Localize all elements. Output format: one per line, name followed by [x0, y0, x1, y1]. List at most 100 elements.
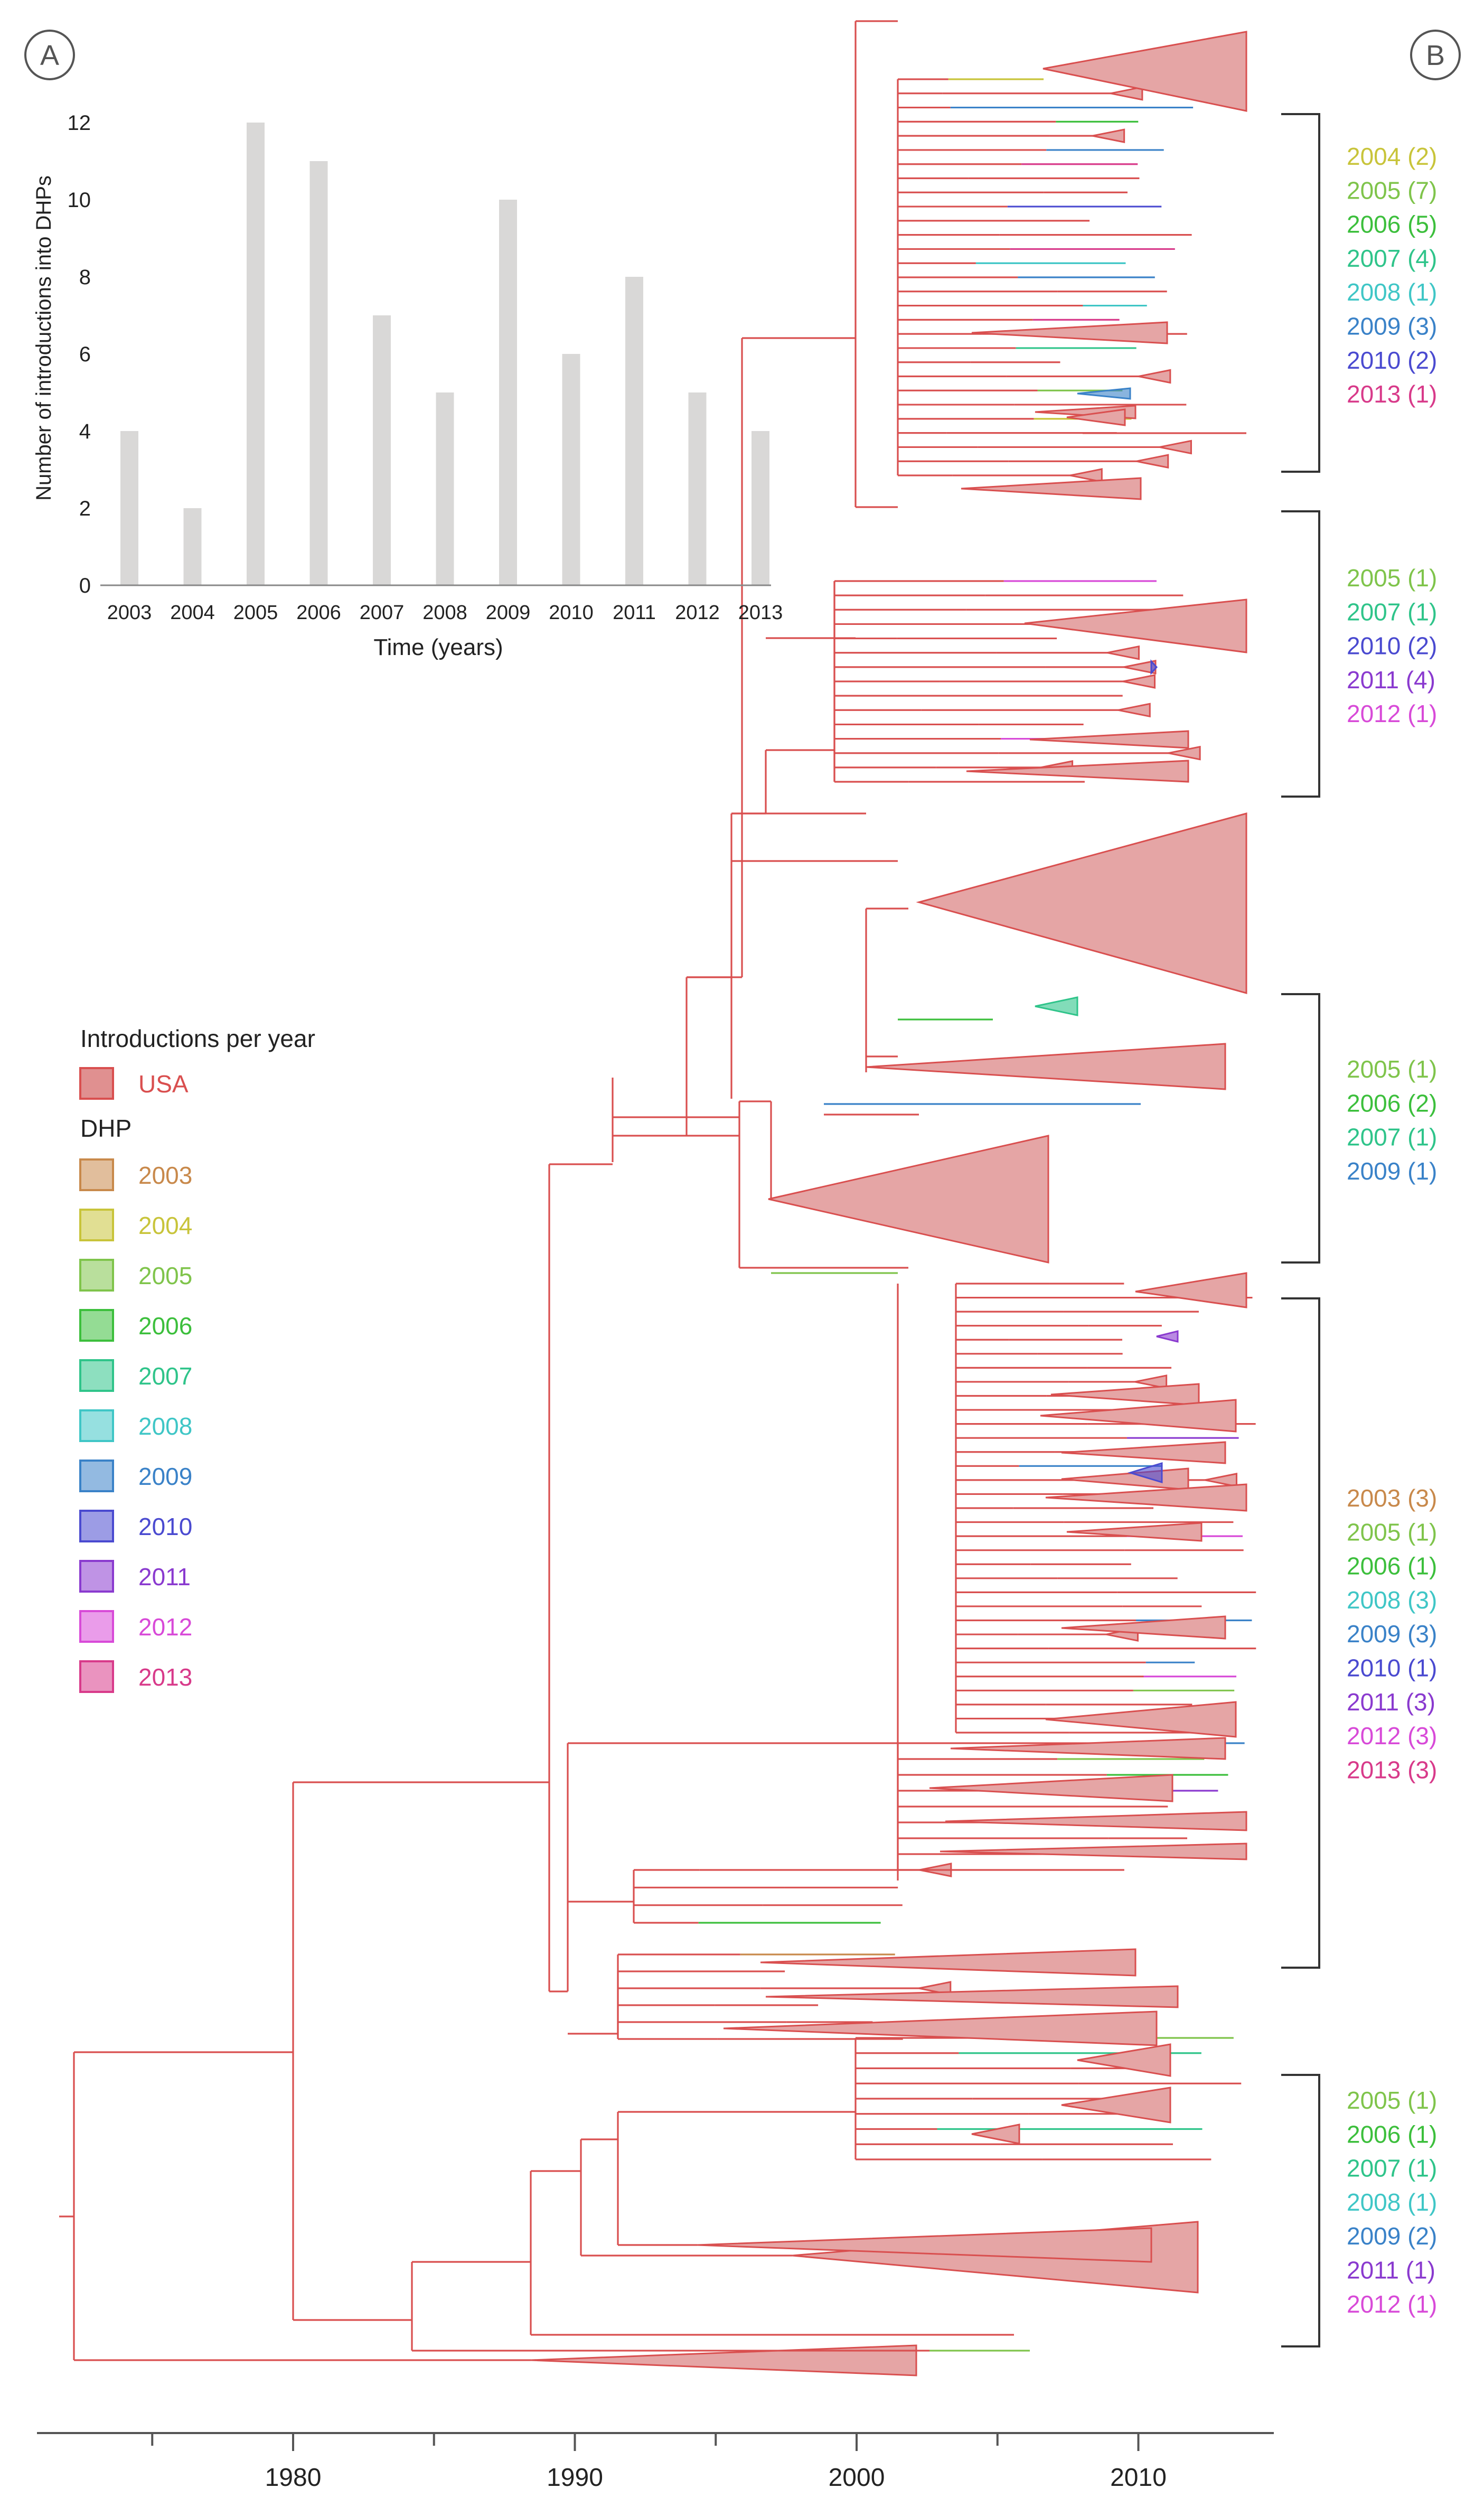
bar-x-tick-label: 2012 — [675, 602, 720, 624]
clade-2-label: 2007 (1) — [1347, 598, 1437, 625]
bar-2013 — [752, 431, 769, 585]
bar-x-tick-label: 2013 — [738, 602, 783, 624]
clade-1-label: 2009 (3) — [1347, 313, 1437, 340]
legend-swatch-2012 — [79, 1610, 114, 1643]
clade-1-label: 2006 (5) — [1347, 211, 1437, 238]
bar-2011 — [625, 277, 643, 585]
clade-2-label: 2011 (4) — [1347, 666, 1435, 694]
bar-x-axis-label: Time (years) — [373, 634, 503, 660]
clade-4-label: 2003 (3) — [1347, 1484, 1437, 1512]
legend-swatch-2010 — [79, 1510, 114, 1542]
clade-4-label: 2008 (3) — [1347, 1586, 1437, 1614]
phylogenetic-tree — [59, 20, 1256, 2377]
clade-bracket-5 — [1281, 2074, 1320, 2347]
clade-3-label: 2007 (1) — [1347, 1124, 1437, 1151]
legend-swatch-2006 — [79, 1309, 114, 1342]
collapsed-clade — [1134, 1374, 1168, 1389]
bar-y-tick-label: 2 — [79, 497, 91, 520]
legend-title: Introductions per year — [80, 1025, 315, 1052]
clade-3-label: 2009 (1) — [1347, 1157, 1437, 1185]
bar-y-tick-label: 8 — [79, 266, 91, 289]
clade-bracket-1 — [1281, 113, 1320, 473]
collapsed-clade — [765, 1985, 1179, 2008]
bar-x-tick-label: 2010 — [549, 602, 594, 624]
bar-x-tick-label: 2003 — [107, 602, 152, 624]
collapsed-clade — [929, 1774, 1173, 1802]
clade-1-label: 2004 (2) — [1347, 143, 1437, 170]
collapsed-clade — [1024, 598, 1247, 653]
collapsed-clade — [1156, 1330, 1179, 1343]
legend-swatch-2004 — [79, 1209, 114, 1241]
clade-4-label: 2009 (3) — [1347, 1620, 1437, 1648]
clade-2-label: 2010 (2) — [1347, 632, 1437, 660]
collapsed-clade — [1029, 730, 1189, 749]
collapsed-clade — [961, 477, 1142, 500]
clade-5-label: 2012 (1) — [1347, 2290, 1437, 2318]
collapsed-clade — [1050, 1383, 1200, 1406]
collapsed-clade — [697, 2227, 1152, 2263]
bar-series — [120, 123, 769, 585]
clade-bracket-3 — [1281, 993, 1320, 1264]
bar-2012 — [688, 392, 707, 585]
time-axis-ticks: 1980 1990 2000 2010 — [151, 2433, 1167, 2492]
collapsed-clade — [1110, 86, 1143, 101]
collapsed-clade — [1123, 674, 1156, 689]
legend-label-2004: 2004 — [138, 1212, 192, 1239]
collapsed-clade — [866, 1043, 1226, 1090]
collapsed-clade — [1070, 468, 1103, 483]
clade-4-label: 2006 (1) — [1347, 1552, 1437, 1580]
clade-bracket-2 — [1281, 510, 1320, 798]
legend-label-2013: 2013 — [138, 1663, 192, 1691]
collapsed-clade — [1040, 1399, 1237, 1433]
legend-swatch-2009 — [79, 1460, 114, 1492]
clade-1-label: 2008 (1) — [1347, 278, 1437, 306]
legend-swatch-2007 — [79, 1359, 114, 1392]
collapsed-clade — [966, 760, 1189, 783]
time-axis-tick-label: 1980 — [265, 2464, 322, 2492]
clade-1-label: 2010 (2) — [1347, 347, 1437, 374]
clade-3-label: 2005 (1) — [1347, 1055, 1437, 1083]
legend-label-2009: 2009 — [138, 1463, 192, 1490]
bar-x-tick-label: 2008 — [422, 602, 467, 624]
collapsed-clade — [940, 1842, 1247, 1860]
bar-x-tick-label: 2006 — [296, 602, 341, 624]
clade-4-label: 2011 (3) — [1347, 1688, 1435, 1716]
legend-swatch-2008 — [79, 1409, 114, 1442]
collapsed-clade — [1136, 454, 1169, 469]
legend-label-2005: 2005 — [138, 1262, 192, 1289]
legend-swatch-2005 — [79, 1259, 114, 1292]
bar-x-ticks: 2003 2004 2005 2006 2007 2008 2009 2010 2011 2012… — [107, 602, 783, 624]
legend: Introductions per year USA DHP 200320042… — [79, 1025, 315, 1693]
legend-label-2007: 2007 — [138, 1362, 192, 1390]
legend-swatch-2003 — [79, 1158, 114, 1191]
collapsed-clade — [945, 1811, 1247, 1831]
bar-x-tick-label: 2011 — [613, 602, 656, 624]
bar-x-tick-label: 2005 — [233, 602, 278, 624]
clade-5-label: 2006 (1) — [1347, 2120, 1437, 2148]
bar-2005 — [247, 123, 265, 585]
clade-2-label: 2012 (1) — [1347, 700, 1437, 727]
bar-2010 — [562, 354, 580, 585]
clade-5-label: 2005 (1) — [1347, 2087, 1437, 2114]
collapsed-clade — [971, 2124, 1020, 2145]
collapsed-clade — [1150, 659, 1158, 675]
clade-3-label: 2006 (2) — [1347, 1089, 1437, 1117]
collapsed-clade — [1061, 1615, 1226, 1640]
time-axis: 1980 1990 2000 2010 — [37, 2432, 1274, 2492]
collapsed-clade — [1138, 369, 1171, 384]
clade-5-label: 2011 (1) — [1347, 2257, 1435, 2284]
bar-2008 — [436, 392, 454, 585]
clade-labels: 2004 (2) 2005 (7) 2006 (5) 2007 (4) 2008 (1)… — [1347, 143, 1437, 2318]
bar-y-tick-label: 0 — [79, 574, 91, 597]
clade-1-label: 2013 (1) — [1347, 380, 1437, 408]
collapsed-clade — [1135, 1272, 1247, 1308]
collapsed-clade — [1045, 1701, 1237, 1738]
collapsed-clade — [1168, 745, 1201, 761]
collapsed-clade — [950, 1737, 1226, 1760]
clade-4-label: 2005 (1) — [1347, 1518, 1437, 1546]
collapsed-clade — [1066, 1522, 1203, 1542]
legend-label-2010: 2010 — [138, 1513, 192, 1540]
collapsed-clade — [1061, 1467, 1189, 1491]
